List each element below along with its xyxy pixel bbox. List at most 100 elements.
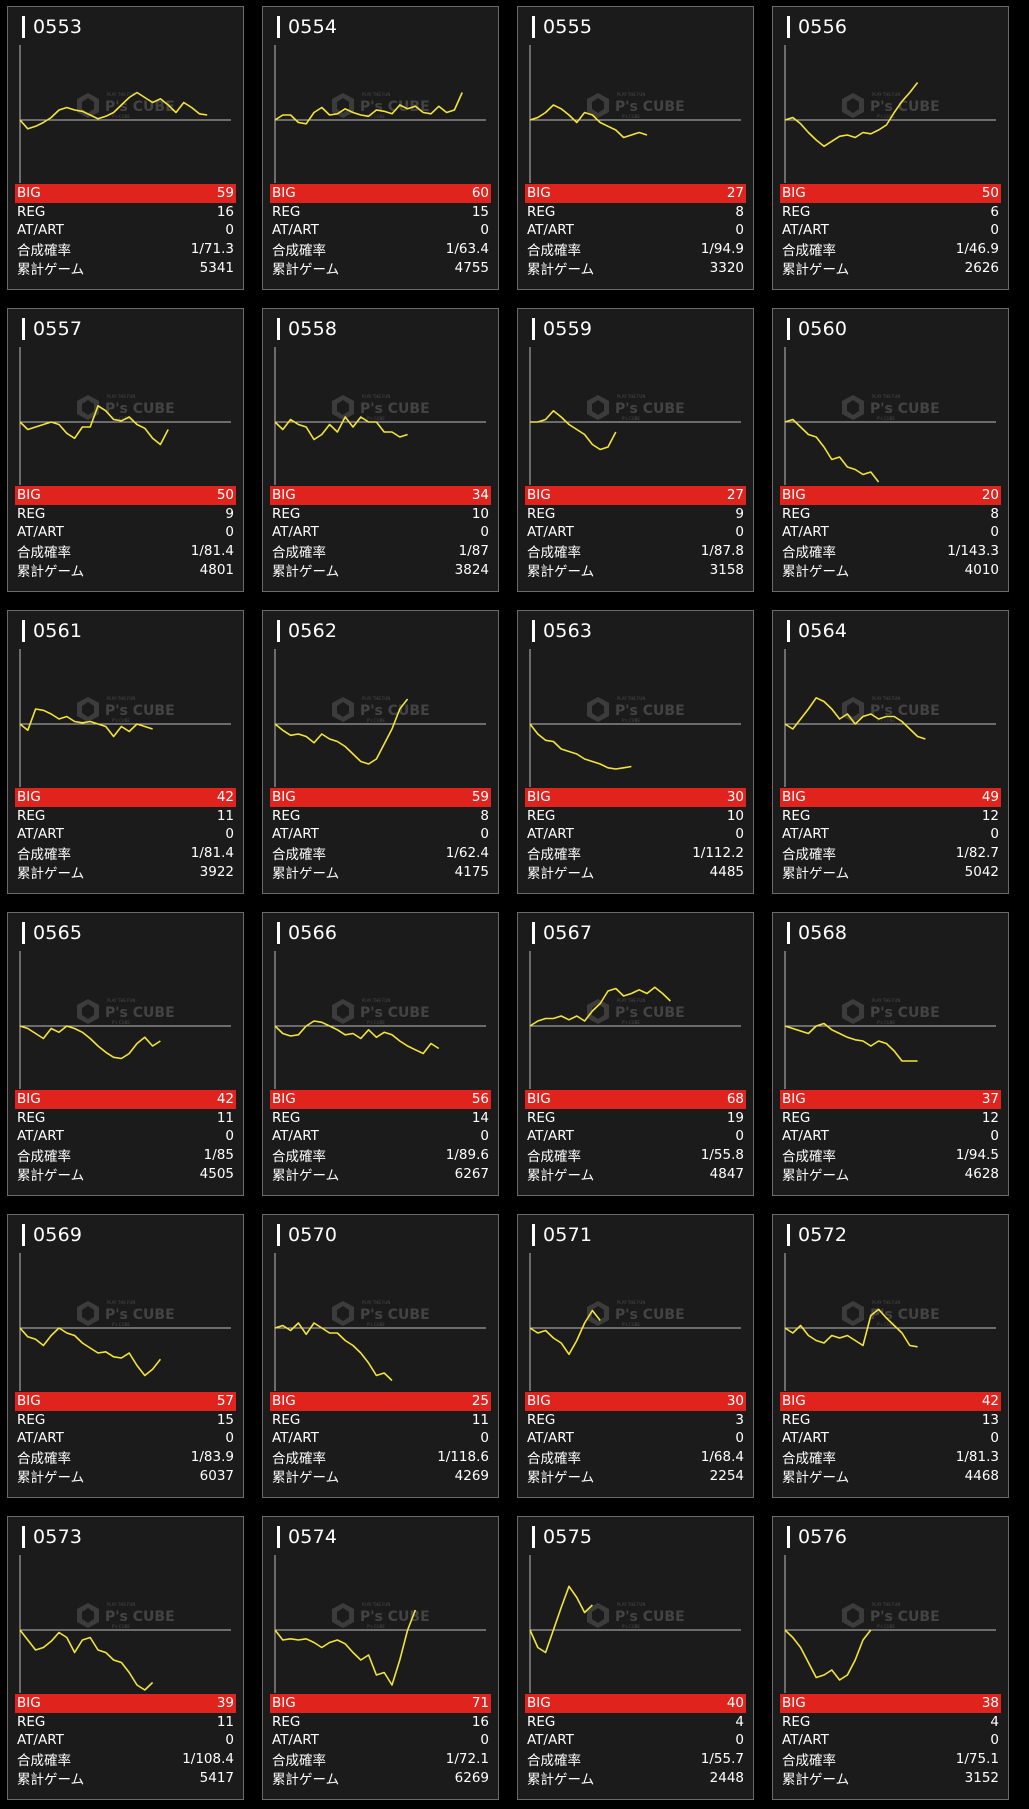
reg-count-row: REG 8 — [780, 505, 1001, 524]
reg-count-row-value: 3 — [735, 1411, 744, 1428]
combined-probability-row: 合成確率 1/87.8 — [525, 542, 746, 561]
total-games-row-label: 累計ゲーム — [17, 563, 85, 580]
machine-card[interactable]: 0575 PLAY THE FUN P's CUBE P's CUBE BIG 40 REG… — [517, 1516, 754, 1800]
at-art-count-row: AT/ART 0 — [270, 523, 491, 542]
combined-probability-row-value: 1/118.6 — [437, 1449, 489, 1466]
machine-number: 0570 — [288, 1224, 338, 1246]
machine-card[interactable]: 0561 PLAY THE FUN P's CUBE P's CUBE BIG 42 REG… — [7, 610, 244, 894]
watermark-brand: P's CUBE — [360, 401, 430, 417]
machine-number: 0574 — [288, 1526, 338, 1548]
at-art-count-row-value: 0 — [735, 222, 744, 239]
combined-probability-row-value: 1/143.3 — [947, 543, 999, 560]
at-art-count-row-value: 0 — [225, 826, 234, 843]
machine-card[interactable]: 0559 PLAY THE FUN P's CUBE P's CUBE BIG 27 REG… — [517, 308, 754, 592]
machine-number: 0573 — [33, 1526, 83, 1548]
machine-card[interactable]: 0563 PLAY THE FUN P's CUBE P's CUBE BIG 30 REG… — [517, 610, 754, 894]
machine-card[interactable]: 0555 PLAY THE FUN P's CUBE P's CUBE BIG 27 REG… — [517, 6, 754, 290]
at-art-count-row: AT/ART 0 — [780, 1731, 1001, 1750]
total-games-row-value: 4010 — [964, 561, 999, 578]
machine-card[interactable]: 0573 PLAY THE FUN P's CUBE P's CUBE BIG 39 REG… — [7, 1516, 244, 1800]
big-count-row-label: BIG — [527, 789, 551, 806]
machine-card[interactable]: 0566 PLAY THE FUN P's CUBE P's CUBE BIG 56 REG… — [262, 912, 499, 1196]
machine-card[interactable]: 0558 PLAY THE FUN P's CUBE P's CUBE BIG 34 REG… — [262, 308, 499, 592]
reg-count-row-value: 11 — [471, 1411, 489, 1428]
machine-header: 0576 — [787, 1524, 847, 1550]
slump-series-line — [530, 409, 617, 451]
watermark-brand: P's CUBE — [615, 401, 685, 417]
machine-header: 0562 — [277, 618, 337, 644]
combined-probability-row-label: 合成確率 — [272, 545, 326, 562]
big-count-row-value: 68 — [726, 1091, 744, 1108]
machine-card[interactable]: 0567 PLAY THE FUN P's CUBE P's CUBE BIG 68 REG… — [517, 912, 754, 1196]
combined-probability-row-label: 合成確率 — [17, 1451, 71, 1468]
reg-count-row-value: 8 — [480, 807, 489, 824]
big-count-row-value: 25 — [471, 1393, 489, 1410]
total-games-row-label: 累計ゲーム — [272, 563, 340, 580]
combined-probability-row: 合成確率 1/81.4 — [15, 542, 236, 561]
reg-count-row-label: REG — [17, 807, 46, 824]
machine-stats: BIG 71 REG 16 AT/ART 0 合成確率 1/72.1 累計ゲーム 6269 — [270, 1694, 491, 1788]
machine-card[interactable]: 0564 PLAY THE FUN P's CUBE P's CUBE BIG 49 REG… — [772, 610, 1009, 894]
combined-probability-row-value: 1/68.4 — [700, 1449, 744, 1466]
watermark-subline: P's CUBE — [622, 114, 640, 119]
big-count-row-value: 50 — [981, 185, 999, 202]
reg-count-row-value: 11 — [216, 1109, 234, 1126]
combined-probability-row-value: 1/81.4 — [190, 543, 234, 560]
machine-stats: BIG 25 REG 11 AT/ART 0 合成確率 1/118.6 累計ゲーム 4269 — [270, 1392, 491, 1486]
combined-probability-row: 合成確率 1/63.4 — [270, 240, 491, 259]
machine-card[interactable]: 0565 PLAY THE FUN P's CUBE P's CUBE BIG 42 REG… — [7, 912, 244, 1196]
machine-card[interactable]: 0570 PLAY THE FUN P's CUBE P's CUBE BIG 25 REG… — [262, 1214, 499, 1498]
combined-probability-row-value: 1/55.7 — [700, 1751, 744, 1768]
combined-probability-row-label: 合成確率 — [17, 243, 71, 260]
total-games-row-label: 累計ゲーム — [17, 1469, 85, 1486]
total-games-row-value: 2626 — [964, 259, 999, 276]
machine-number: 0564 — [798, 620, 848, 642]
watermark-tagline: PLAY THE FUN — [617, 696, 645, 701]
watermark-subline: P's CUBE — [367, 718, 385, 723]
combined-probability-row-value: 1/87 — [458, 543, 489, 560]
big-count-row-label: BIG — [527, 487, 551, 504]
big-count-row-value: 42 — [216, 1091, 234, 1108]
machine-card[interactable]: 0568 PLAY THE FUN P's CUBE P's CUBE BIG 37 REG… — [772, 912, 1009, 1196]
machine-card[interactable]: 0574 PLAY THE FUN P's CUBE P's CUBE BIG 71 REG… — [262, 1516, 499, 1800]
machine-card[interactable]: 0553 PLAY THE FUN P's CUBE P's CUBE BIG 59 REG… — [7, 6, 244, 290]
watermark-tagline: PLAY THE FUN — [107, 998, 135, 1003]
reg-count-row-label: REG — [527, 203, 556, 220]
machine-card[interactable]: 0572 PLAY THE FUN P's CUBE P's CUBE BIG 42 REG… — [772, 1214, 1009, 1498]
at-art-count-row-value: 0 — [990, 524, 999, 541]
machine-card[interactable]: 0554 PLAY THE FUN P's CUBE P's CUBE BIG 60 REG… — [262, 6, 499, 290]
at-art-count-row-value: 0 — [480, 524, 489, 541]
machine-card[interactable]: 0560 PLAY THE FUN P's CUBE P's CUBE BIG 20 REG… — [772, 308, 1009, 592]
at-art-count-row: AT/ART 0 — [525, 825, 746, 844]
machine-stats: BIG 42 REG 13 AT/ART 0 合成確率 1/81.3 累計ゲーム 4468 — [780, 1392, 1001, 1486]
machine-card[interactable]: 0557 PLAY THE FUN P's CUBE P's CUBE BIG 50 REG… — [7, 308, 244, 592]
machine-stats: BIG 42 REG 11 AT/ART 0 合成確率 1/81.4 累計ゲーム 3922 — [15, 788, 236, 882]
machine-header: 0566 — [277, 920, 337, 946]
reg-count-row-value: 12 — [981, 807, 999, 824]
machine-card[interactable]: 0556 PLAY THE FUN P's CUBE P's CUBE BIG 50 REG… — [772, 6, 1009, 290]
slump-series-line — [19, 91, 208, 130]
reg-count-row-label: REG — [272, 1411, 301, 1428]
at-art-count-row: AT/ART 0 — [15, 1731, 236, 1750]
machine-card[interactable]: 0562 PLAY THE FUN P's CUBE P's CUBE BIG 59 REG… — [262, 610, 499, 894]
reg-count-row-value: 15 — [216, 1411, 234, 1428]
machine-card[interactable]: 0576 PLAY THE FUN P's CUBE P's CUBE BIG 38 REG… — [772, 1516, 1009, 1800]
at-art-count-row: AT/ART 0 — [270, 1731, 491, 1750]
watermark-subline: P's CUBE — [877, 718, 895, 723]
machine-card[interactable]: 0571 PLAY THE FUN P's CUBE P's CUBE BIG 30 REG… — [517, 1214, 754, 1498]
at-art-count-row-value: 0 — [225, 524, 234, 541]
big-count-row-label: BIG — [782, 1091, 806, 1108]
watermark-subline: P's CUBE — [877, 1322, 895, 1327]
machine-number: 0556 — [798, 16, 848, 38]
machine-card[interactable]: 0569 PLAY THE FUN P's CUBE P's CUBE BIG 57 REG… — [7, 1214, 244, 1498]
at-art-count-row: AT/ART 0 — [780, 825, 1001, 844]
watermark-tagline: PLAY THE FUN — [107, 394, 135, 399]
combined-probability-row: 合成確率 1/62.4 — [270, 844, 491, 863]
big-count-row: BIG 42 — [15, 788, 236, 807]
